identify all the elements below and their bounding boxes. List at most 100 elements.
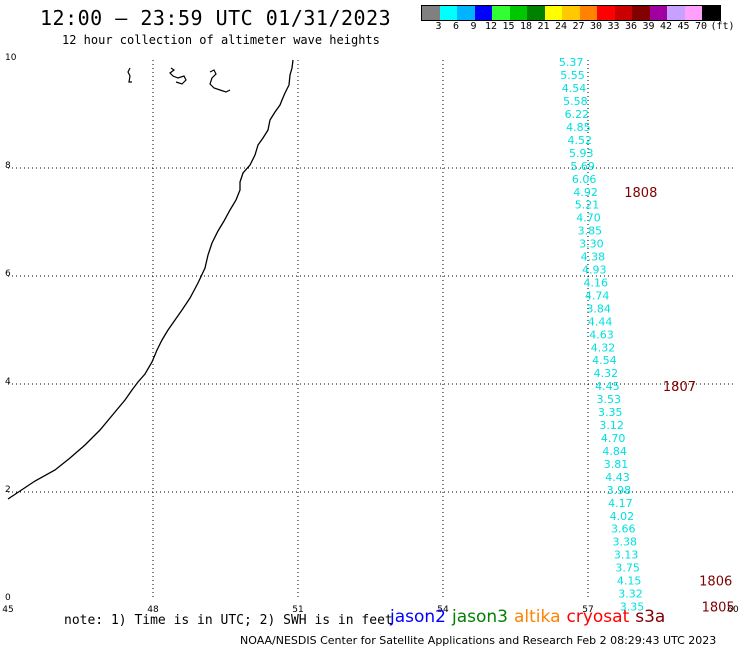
satellite-name: jason3 <box>452 607 508 627</box>
satellite-name: cryosat <box>566 607 630 627</box>
footer-note: note: 1) Time is in UTC; 2) SWH is in fe… <box>64 613 393 628</box>
wave-height-label: 4.74 <box>585 289 610 302</box>
y-tick-label: 0 <box>5 593 11 603</box>
wave-height-label: 3.35 <box>598 406 623 419</box>
x-tick-label: 57 <box>582 605 593 615</box>
color-scale-label: 6 <box>452 21 460 32</box>
wave-height-label: 5.93 <box>569 147 594 160</box>
time-label: 1806 <box>699 575 732 590</box>
wave-height-color-scale <box>421 5 721 21</box>
wave-height-label: 5.21 <box>575 199 600 212</box>
wave-height-label: 4.84 <box>602 445 627 458</box>
color-scale-label: 42 <box>659 21 673 32</box>
chart-title: 12:00 – 23:59 UTC 01/31/2023 <box>40 6 392 30</box>
wave-height-label: 4.44 <box>588 315 613 328</box>
wave-height-label: 5.58 <box>563 95 588 108</box>
y-tick-label: 10 <box>5 53 17 63</box>
color-scale-label: 9 <box>470 21 477 32</box>
color-swatch <box>649 6 667 20</box>
wave-height-label: 3.30 <box>579 238 604 251</box>
color-scale-label: 70 <box>694 21 708 32</box>
wave-height-label: 4.54 <box>592 354 617 367</box>
satellite-name: s3a <box>635 607 666 627</box>
color-swatch <box>684 6 702 20</box>
color-swatch <box>562 6 580 20</box>
chart-subtitle: 12 hour collection of altimeter wave hei… <box>62 33 380 47</box>
coastline-main <box>7 59 294 500</box>
wave-height-label: 3.84 <box>586 302 611 315</box>
wave-height-label: 3.75 <box>615 562 640 575</box>
axis-tick-labels: 45 48 51 54 57 60 0 2 4 6 8 10 <box>2 53 739 615</box>
wave-height-label: 4.02 <box>610 510 635 523</box>
color-swatch <box>474 6 492 20</box>
color-scale-label: 39 <box>642 21 655 32</box>
wave-height-label: 4.70 <box>601 432 626 445</box>
color-swatch <box>702 6 720 20</box>
time-label: 1805 <box>702 600 735 615</box>
wave-height-label: 6.06 <box>572 173 597 186</box>
wave-height-label: 5.55 <box>560 69 585 82</box>
wave-height-label: 3.53 <box>597 393 622 406</box>
color-swatch <box>457 6 475 20</box>
color-swatch <box>614 6 632 20</box>
color-scale-labels: 3 6 9 12 15 18 21 24 27 30 33 36 39 42 45 70 (ft) <box>421 21 740 35</box>
wave-height-label: 4.54 <box>562 82 587 95</box>
wave-height-label: 3.98 <box>607 484 632 497</box>
island-2 <box>169 67 187 85</box>
color-swatch <box>544 6 562 20</box>
wave-height-label: 4.93 <box>582 264 607 277</box>
wave-height-label: 3.85 <box>578 225 603 238</box>
wave-height-label: 4.92 <box>573 186 598 199</box>
color-scale-label: 33 <box>607 21 620 32</box>
satellite-name: jason2 <box>390 607 446 627</box>
wave-height-labels: 5.375.554.545.586.224.854.525.935.696.06… <box>559 56 644 613</box>
island-1 <box>127 67 132 83</box>
wave-height-label: 4.63 <box>589 328 614 341</box>
x-tick-label: 48 <box>147 605 159 615</box>
color-swatch <box>667 6 685 20</box>
wave-height-label: 4.85 <box>566 121 591 134</box>
wave-height-label: 4.52 <box>568 134 593 147</box>
color-scale-label: 24 <box>554 21 568 32</box>
wave-height-label: 5.69 <box>570 160 595 173</box>
color-scale-label: 45 <box>677 21 690 32</box>
wave-height-label: 4.43 <box>605 471 630 484</box>
color-swatch <box>527 6 545 20</box>
color-swatch <box>579 6 597 20</box>
y-tick-label: 2 <box>5 485 11 495</box>
time-labels: 1808 1807 1806 1805 <box>624 186 734 616</box>
color-swatch <box>492 6 510 20</box>
wave-height-label: 6.22 <box>565 108 590 121</box>
wave-height-label: 3.81 <box>604 458 629 471</box>
wave-height-label: 4.32 <box>591 341 616 354</box>
color-scale-label: 15 <box>502 21 515 32</box>
credit-line: NOAA/NESDIS Center for Satellite Applica… <box>240 634 717 647</box>
color-swatch <box>632 6 650 20</box>
wave-height-label: 3.66 <box>611 523 636 536</box>
satellite-name: altika <box>514 607 561 627</box>
time-label: 1808 <box>624 186 657 201</box>
color-swatch <box>509 6 527 20</box>
time-label: 1807 <box>663 380 696 395</box>
wave-height-label: 3.35 <box>620 600 645 613</box>
x-tick-label: 60 <box>727 605 739 615</box>
x-tick-label: 54 <box>437 605 449 615</box>
wave-height-label: 4.38 <box>581 251 606 264</box>
wave-height-label: 3.12 <box>599 419 624 432</box>
color-swatch <box>597 6 615 20</box>
wave-height-label: 5.37 <box>559 56 584 69</box>
wave-height-label: 4.70 <box>576 212 601 225</box>
color-scale-label: (ft) <box>710 21 735 32</box>
color-scale-label: 30 <box>589 21 603 32</box>
coastline <box>7 59 294 500</box>
y-tick-label: 6 <box>5 269 11 279</box>
color-scale-label: 36 <box>624 21 638 32</box>
wave-height-label: 4.16 <box>583 276 608 289</box>
y-tick-label: 4 <box>5 377 11 387</box>
color-scale-label: 12 <box>484 21 498 32</box>
wave-height-label: 4.32 <box>594 367 619 380</box>
color-swatch <box>422 6 440 20</box>
wave-height-label: 3.32 <box>618 588 643 601</box>
color-scale-label: 27 <box>572 21 585 32</box>
